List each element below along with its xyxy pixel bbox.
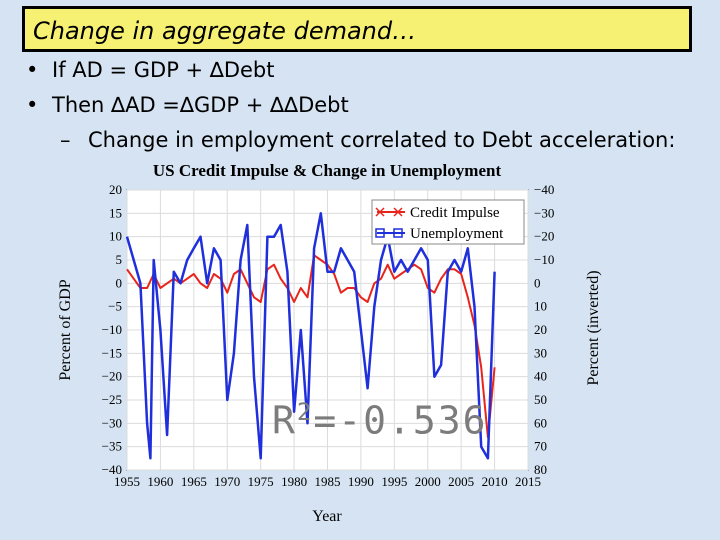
y-left-tick-label: −40 (102, 462, 122, 477)
x-axis-label: Year (312, 508, 342, 525)
r-squared-r: R (272, 398, 297, 443)
x-tick-label: 2015 (515, 474, 541, 489)
y-left-tick-label: 20 (109, 182, 122, 197)
x-tick-label: 1995 (381, 474, 407, 489)
y-left-tick-label: −30 (102, 415, 122, 430)
bullet-dot: • (26, 93, 39, 117)
y-left-tick-label: 5 (116, 252, 123, 267)
x-tick-label: 1980 (281, 474, 307, 489)
r-squared-value: =-0.536 (313, 398, 488, 443)
y-right-tick-label: 60 (534, 415, 547, 430)
unemployment-line (125, 212, 496, 460)
y-left-tick-label: −10 (102, 322, 122, 337)
x-tick-label: 2010 (482, 474, 508, 489)
r-squared-sup: 2 (296, 398, 314, 426)
x-tick-label: 1960 (147, 474, 173, 489)
bullet-dot: • (26, 58, 39, 82)
y-left-tick-label: −35 (102, 439, 122, 454)
credit-impulse-line (126, 254, 496, 439)
y-right-tick-label: −40 (534, 182, 554, 197)
y-left-tick-label: −15 (102, 345, 122, 360)
bullet-1: • If AD = GDP + ∆Debt (26, 58, 275, 82)
y-right-tick-label: 80 (534, 462, 547, 477)
x-tick-label: 1975 (248, 474, 274, 489)
y-left-tick-label: −20 (102, 369, 122, 384)
x-tick-label: 1955 (114, 474, 140, 489)
legend-label-credit-impulse: Credit Impulse (410, 205, 500, 221)
x-tick-label: 1965 (181, 474, 207, 489)
y-right-tick-label: 50 (534, 392, 547, 407)
bullet-2: • Then ∆AD =∆GDP + ∆∆Debt (26, 93, 349, 117)
sub-bullet: – Change in employment correlated to Debt… (60, 128, 675, 152)
y-right-tick-label: 10 (534, 299, 547, 314)
legend-marker (375, 207, 385, 217)
sub-bullet-dash: – (60, 128, 71, 152)
y-left-tick-label: −25 (102, 392, 122, 407)
sub-bullet-text: Change in employment correlated to Debt … (88, 128, 676, 152)
slide-title: Change in aggregate demand… (33, 17, 417, 45)
y-left-axis-label: Percent of GDP (57, 279, 74, 380)
legend-marker (393, 228, 403, 238)
y-right-tick-label: 70 (534, 439, 547, 454)
x-tick-label: 1990 (348, 474, 374, 489)
y-right-tick-label: 30 (534, 345, 547, 360)
legend-label-unemployment: Unemployment (410, 226, 504, 242)
y-right-tick-label: 20 (534, 322, 547, 337)
x-tick-label: 1985 (315, 474, 341, 489)
y-right-tick-label: 0 (534, 275, 541, 290)
bullet-2-text: Then ∆AD =∆GDP + ∆∆Debt (52, 93, 349, 117)
x-tick-label: 2000 (415, 474, 441, 489)
legend-marker (393, 207, 403, 217)
bullet-1-text: If AD = GDP + ∆Debt (52, 58, 275, 82)
x-tick-label: 2005 (448, 474, 474, 489)
y-left-tick-label: −5 (108, 299, 122, 314)
y-right-axis-label: Percent (inverted) (585, 270, 602, 385)
x-tick-label: 1970 (214, 474, 240, 489)
y-right-tick-label: −30 (534, 205, 554, 220)
y-right-tick-label: −10 (534, 252, 554, 267)
r-squared-label: R2=-0.536 (272, 398, 488, 443)
y-right-tick-label: −20 (534, 229, 554, 244)
y-left-tick-label: 15 (109, 205, 122, 220)
y-right-tick-label: 40 (534, 369, 547, 384)
y-left-tick-label: 0 (116, 275, 123, 290)
slide-title-box: Change in aggregate demand… (22, 6, 692, 52)
legend-marker (375, 228, 385, 238)
chart-title: US Credit Impulse & Change in Unemployme… (153, 161, 502, 180)
y-left-tick-label: 10 (109, 229, 122, 244)
